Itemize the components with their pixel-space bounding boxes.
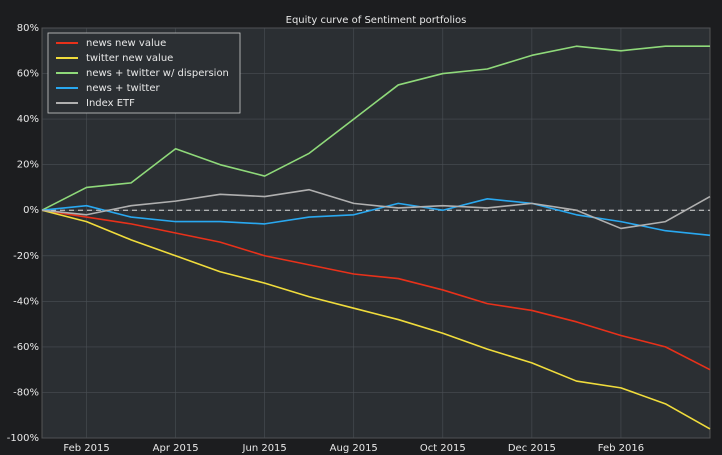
y-tick-label: -60%: [13, 342, 39, 353]
x-tick-label: Jun 2015: [242, 443, 287, 454]
legend-label: news + twitter: [86, 83, 160, 94]
y-tick-label: 0%: [23, 205, 39, 216]
y-tick-label: -40%: [13, 296, 39, 307]
series-line: [41, 209, 711, 371]
x-tick-label: Dec 2015: [508, 443, 556, 454]
y-tick-label: -80%: [13, 387, 39, 398]
y-tick-label: -100%: [7, 433, 39, 444]
y-tick-label: 20%: [17, 160, 39, 171]
series-line: [41, 198, 711, 237]
chart-title: Equity curve of Sentiment portfolios: [286, 15, 467, 26]
legend-label: twitter new value: [86, 53, 173, 64]
x-tick-label: Feb 2015: [63, 443, 109, 454]
series-line: [41, 45, 710, 211]
y-tick-label: -20%: [13, 251, 39, 262]
x-tick-label: Oct 2015: [420, 443, 466, 454]
legend-box: [47, 32, 241, 114]
y-tick-label: 40%: [17, 114, 39, 125]
series-line: [41, 209, 711, 430]
x-tick-label: Aug 2015: [330, 443, 378, 454]
y-tick-label: 60%: [17, 69, 39, 80]
y-tick-label: 80%: [17, 23, 39, 34]
x-tick-label: Apr 2015: [153, 443, 199, 454]
legend-label: news + twitter w/ dispersion: [86, 68, 229, 79]
series-line: [41, 188, 711, 230]
legend-label: news new value: [86, 38, 166, 49]
x-tick-label: Feb 2016: [598, 443, 644, 454]
legend-label: Index ETF: [86, 98, 135, 109]
